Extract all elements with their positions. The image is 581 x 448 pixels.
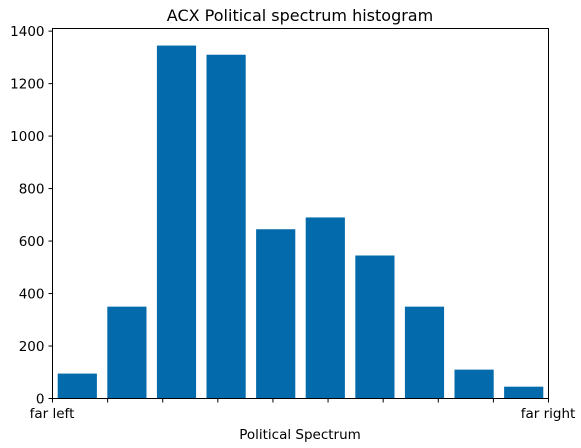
bars-group [57,45,544,399]
bar-10 [504,386,544,399]
bar-5 [256,229,296,399]
bar-7 [355,255,395,399]
bar-1 [57,373,97,399]
chart-title: ACX Political spectrum histogram [167,6,433,25]
y-tick-label: 1400 [10,24,44,40]
bar-8 [404,306,445,399]
x-tick-label-left: far left [30,406,75,422]
y-tick-label: 0 [36,392,45,408]
y-tick-label: 1000 [10,129,44,145]
x-axis-label: Political Spectrum [239,427,361,443]
bar-4 [206,54,246,399]
y-tick-label: 1200 [10,77,44,93]
x-axis [52,398,549,403]
y-tick-label: 400 [19,287,45,303]
x-tick-label-right: far right [521,406,576,422]
y-tick-label: 200 [19,339,45,355]
bar-6 [305,217,345,399]
bar-2 [107,306,147,399]
bar-3 [156,45,197,399]
y-axis: 0 200 400 600 800 1000 1200 1400 [10,24,53,408]
y-tick-label: 600 [19,234,45,250]
y-tick-label: 800 [19,182,45,198]
plot-frame [52,28,549,399]
bar-9 [454,369,494,399]
